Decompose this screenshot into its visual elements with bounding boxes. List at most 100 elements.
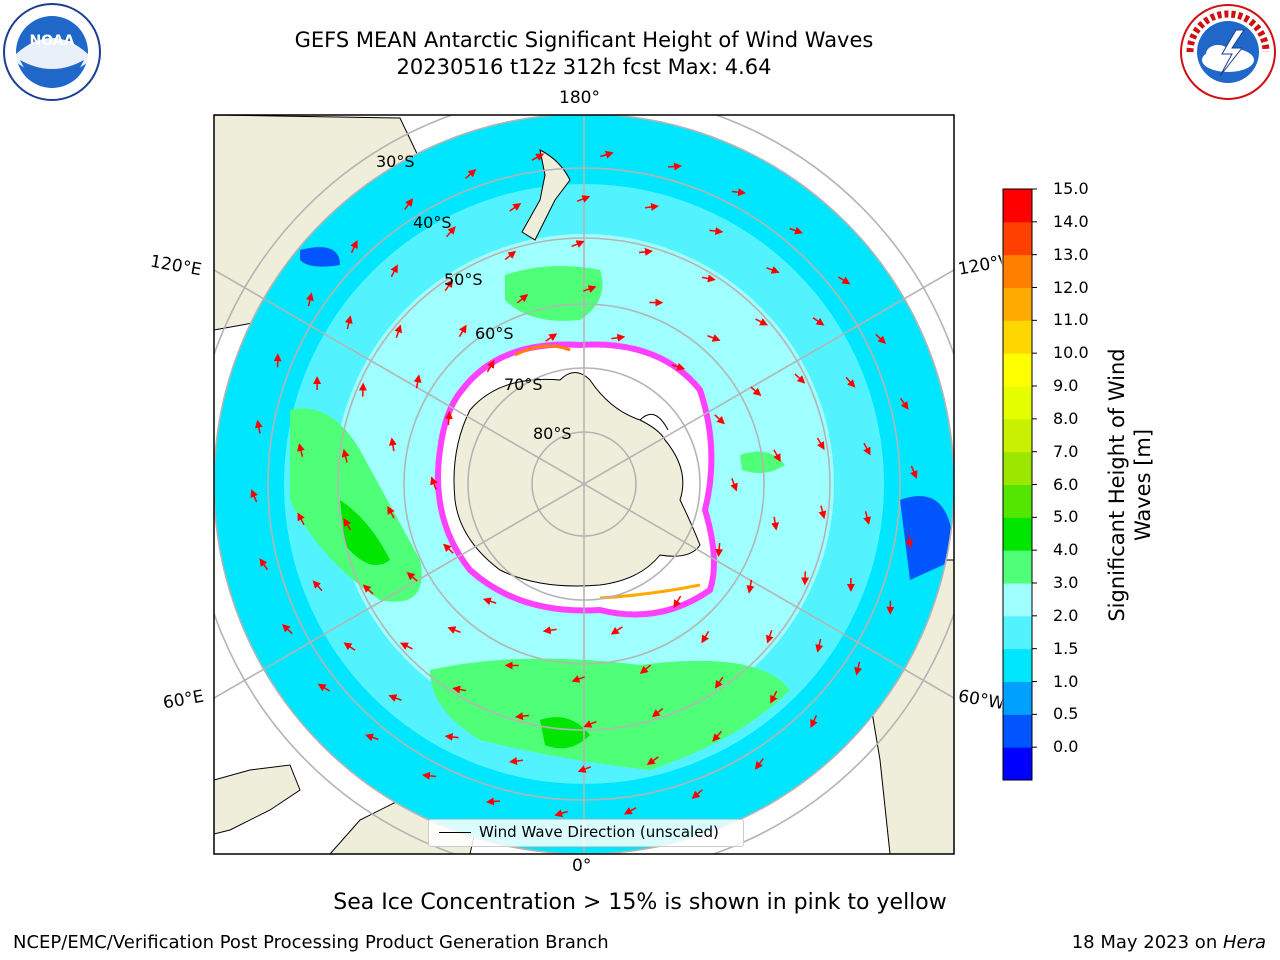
graticule xyxy=(214,115,954,854)
map-legend: Wind Wave Direction (unscaled) xyxy=(428,819,744,847)
wave-direction-arrow xyxy=(421,771,436,780)
colorbar-tick-label: 3.0 xyxy=(1053,573,1079,592)
colorbar-tick-label: 15.0 xyxy=(1053,179,1089,198)
wave-direction-arrow xyxy=(485,797,500,806)
wave-direction-arrow xyxy=(750,386,762,397)
lat-label-80s: 80°S xyxy=(533,424,572,443)
wave-direction-arrow xyxy=(671,362,686,371)
wave-direction-arrow xyxy=(317,683,331,692)
wave-direction-arrow xyxy=(645,203,659,211)
wave-direction-arrow xyxy=(837,276,851,285)
wave-direction-arrow xyxy=(554,809,568,818)
wave-direction-arrow xyxy=(651,707,664,718)
colorbar-tick-label: 1.0 xyxy=(1053,671,1079,691)
wave-direction-arrow xyxy=(701,274,716,283)
colorbar-tick-label: 4.0 xyxy=(1053,540,1079,560)
nws-logo-icon xyxy=(1180,4,1276,100)
madagascar-landmass xyxy=(214,764,301,835)
map-title: GEFS MEAN Antarctic Significant Height o… xyxy=(294,28,874,52)
wave-direction-arrow xyxy=(707,334,721,342)
wave-direction-arrow xyxy=(341,448,350,463)
footer-date: 18 May 2023 on Hera xyxy=(1072,932,1266,953)
wave-direction-arrow xyxy=(388,694,402,702)
colorbar-tick-label: 12.0 xyxy=(1053,277,1089,297)
wave-direction-arrow xyxy=(863,511,871,525)
wave-direction-arrow xyxy=(712,730,723,742)
wave-direction-arrow xyxy=(673,595,682,609)
wave-direction-arrow xyxy=(771,516,780,531)
wave-direction-arrow xyxy=(854,661,863,676)
wave-direction-arrow xyxy=(875,333,887,344)
svg-text:NOAA: NOAA xyxy=(30,33,75,49)
lon-label-180: 180° xyxy=(559,88,600,108)
wave-direction-arrow xyxy=(583,285,597,293)
colorbar-tick-label: 11.0 xyxy=(1053,310,1089,330)
lat-label-40s: 40°S xyxy=(413,213,452,232)
wave-direction-arrow xyxy=(794,373,806,384)
wave-direction-arrow xyxy=(443,543,454,554)
wave-direction-arrow xyxy=(816,437,825,451)
wave-direction-arrow xyxy=(773,449,781,463)
colorbar-tick-label: 1.5 xyxy=(1053,638,1079,658)
wave-direction-arrow xyxy=(576,195,591,203)
wave-direction-arrow xyxy=(362,584,374,595)
wave-direction-arrow xyxy=(709,227,724,236)
wave-direction-arrow xyxy=(766,266,780,274)
wave-direction-arrow xyxy=(444,732,459,741)
wave-direction-arrow xyxy=(770,690,778,704)
wave-direction-arrow xyxy=(250,489,258,503)
sea-ice-note: Sea Ice Concentration > 15% is shown in … xyxy=(333,890,947,915)
colorbar-tick-label: 2.0 xyxy=(1053,605,1079,625)
wave-direction-arrow xyxy=(388,437,397,452)
wave-direction-arrow xyxy=(509,202,522,212)
wave-direction-arrow xyxy=(600,150,614,159)
legend-line-icon xyxy=(439,832,471,833)
wave-direction-arrow xyxy=(482,597,497,606)
colorbar-label-line2: Waves [m] xyxy=(1131,428,1155,542)
wave-direction-arrow xyxy=(714,676,724,689)
footer-date-text: 18 May 2023 on xyxy=(1071,932,1223,953)
wave-direction-arrow xyxy=(905,534,914,549)
wave-direction-arrow xyxy=(447,626,461,634)
wave-direction-arrow xyxy=(571,240,585,248)
wave-direction-arrow xyxy=(754,758,764,770)
nws-logo xyxy=(1178,2,1278,102)
colorbar-label: Significant Height of Wind Waves [m] xyxy=(1104,348,1156,621)
wave-direction-arrow xyxy=(514,712,529,721)
wave-direction-arrow xyxy=(406,571,418,582)
colorbar-tick-label: 10.0 xyxy=(1053,343,1089,363)
wave-direction-arrow xyxy=(810,714,818,728)
wave-direction-arrow xyxy=(343,517,352,531)
colorbar-tick-label: 7.0 xyxy=(1053,441,1079,461)
wave-direction-arrow xyxy=(387,505,395,519)
colorbar-tick-label: 13.0 xyxy=(1053,244,1089,264)
wave-direction-arrow xyxy=(254,419,263,434)
wave-direction-arrow xyxy=(730,478,738,492)
wave-direction-arrow xyxy=(400,642,413,650)
wave-direction-arrow xyxy=(765,630,774,644)
colorbar-tick-label: 0.5 xyxy=(1053,704,1079,724)
colorbar-tick-label: 6.0 xyxy=(1053,474,1079,494)
wave-direction-arrow xyxy=(486,359,495,373)
map-frame xyxy=(213,114,955,855)
wave-direction-arrow xyxy=(297,443,305,457)
lon-label-0: 0° xyxy=(572,856,592,876)
new-zealand-landmass xyxy=(521,149,571,241)
wave-direction-arrow xyxy=(509,757,523,765)
wave-direction-arrow xyxy=(452,685,467,694)
wave-direction-arrow xyxy=(571,675,585,683)
wave-direction-arrow xyxy=(910,465,918,479)
wave-direction-arrow xyxy=(639,664,652,674)
noaa-logo-icon: NOAA xyxy=(3,3,101,101)
wave-direction-arrow xyxy=(297,512,305,526)
lat-label-50s: 50°S xyxy=(444,270,483,289)
colorbar-label-line1: Significant Height of Wind xyxy=(1105,348,1129,622)
wave-direction-arrow xyxy=(812,317,825,326)
wave-direction-arrow xyxy=(444,279,454,292)
wave-direction-arrow xyxy=(444,410,453,425)
map-subtitle: 20230516 t12z 312h fcst Max: 4.64 xyxy=(396,55,772,79)
wave-direction-arrow xyxy=(714,414,725,425)
wave-direction-arrow xyxy=(789,226,803,235)
wave-direction-arrow xyxy=(305,292,314,307)
